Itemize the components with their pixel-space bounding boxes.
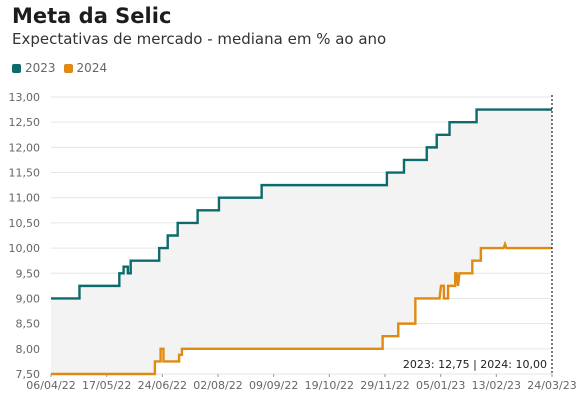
y-tick-label: 8,00 <box>16 343 41 356</box>
y-tick-label: 12,50 <box>9 116 41 129</box>
x-tick-label: 02/08/22 <box>193 379 242 392</box>
legend-swatch-2023 <box>12 63 21 73</box>
series-line-2023 <box>51 108 552 300</box>
x-tick-label: 19/10/22 <box>305 379 354 392</box>
chart-subtitle: Expectativas de mercado - mediana em % a… <box>12 30 387 48</box>
band-area <box>51 109 552 374</box>
x-tick-label: 24/06/22 <box>138 379 187 392</box>
legend-item-2024[interactable]: 2024 <box>63 61 108 75</box>
legend-item-2023[interactable]: 2023 <box>12 61 56 75</box>
series-line-2024 <box>51 240 552 376</box>
chart-title: Meta da Selic <box>12 4 172 28</box>
y-tick-label: 12,00 <box>9 141 41 154</box>
x-tick-label: 05/01/23 <box>416 379 465 392</box>
y-tick-label: 7,50 <box>16 368 41 381</box>
y-tick-label: 11,00 <box>9 192 41 205</box>
hover-readout: 2023: 12,75 | 2024: 10,00 <box>403 358 547 371</box>
legend: 2023 2024 <box>12 61 107 75</box>
x-tick-label: 06/04/22 <box>26 379 75 392</box>
legend-label-2023: 2023 <box>25 61 56 75</box>
y-tick-label: 9,00 <box>16 292 41 305</box>
y-tick-label: 11,50 <box>9 167 41 180</box>
x-tick-label: 24/03/23 <box>527 379 576 392</box>
legend-swatch-2024 <box>63 63 73 73</box>
y-tick-label: 10,00 <box>9 242 41 255</box>
y-tick-label: 9,50 <box>16 267 41 280</box>
readout-bg <box>410 356 550 372</box>
y-tick-label: 13,00 <box>9 91 41 104</box>
y-tick-label: 8,50 <box>16 318 41 331</box>
x-tick-label: 17/05/22 <box>82 379 131 392</box>
x-tick-label: 29/11/22 <box>360 379 409 392</box>
x-tick-label: 09/09/22 <box>249 379 298 392</box>
x-tick-label: 13/02/23 <box>472 379 521 392</box>
legend-label-2024: 2024 <box>76 61 108 75</box>
y-tick-label: 10,50 <box>9 217 41 230</box>
